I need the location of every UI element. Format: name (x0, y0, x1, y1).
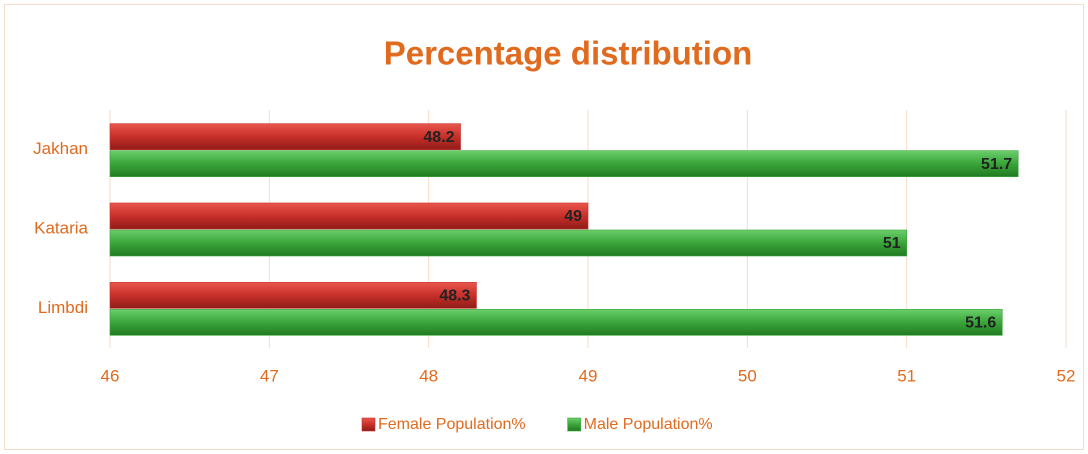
data-label: 49 (564, 208, 582, 225)
x-tick-label: 47 (260, 366, 279, 385)
bar (109, 229, 907, 257)
chart-title: Percentage distribution (384, 35, 753, 72)
data-label: 51 (883, 235, 901, 252)
legend-label: Female Population% (378, 416, 526, 433)
x-tick-label: 46 (101, 366, 120, 385)
y-tick-label: Kataria (34, 218, 88, 237)
bar (109, 123, 461, 150)
bar (109, 309, 1003, 336)
y-tick-label: Limbdi (38, 298, 88, 317)
data-label: 51.6 (965, 315, 996, 332)
x-tick-label: 48 (419, 366, 438, 385)
bar (109, 202, 589, 230)
x-tick-label: 49 (579, 366, 598, 385)
data-label: 51.7 (981, 156, 1012, 173)
legend-swatch (361, 417, 376, 432)
data-label: 48.3 (439, 288, 470, 305)
x-tick-label: 52 (1057, 366, 1076, 385)
y-tick-label: Jakhan (33, 139, 88, 158)
bar (109, 282, 477, 309)
data-label: 48.2 (423, 129, 454, 146)
x-tick-label: 51 (897, 366, 916, 385)
x-tick-label: 50 (738, 366, 757, 385)
legend-label: Male Population% (584, 416, 713, 433)
bar (109, 150, 1019, 177)
legend-swatch (567, 417, 581, 432)
